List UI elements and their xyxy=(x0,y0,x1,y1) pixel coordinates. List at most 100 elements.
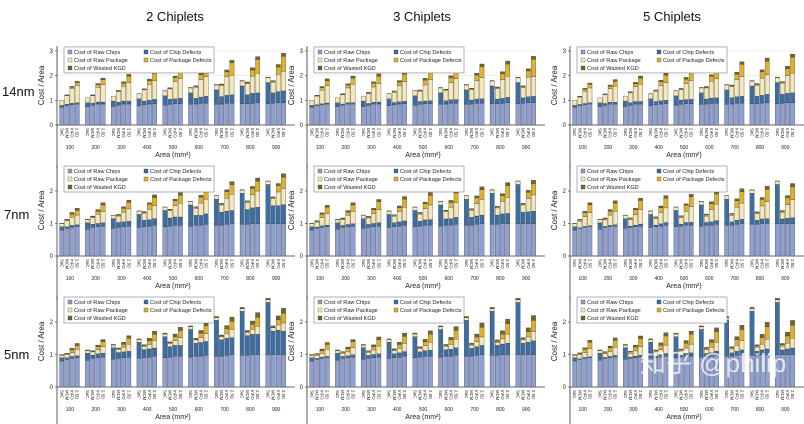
bar-segment-cost-of-raw-chips xyxy=(309,107,315,126)
bar-segment-cost-of-chip-defects xyxy=(673,210,679,227)
bar-segment-cost-of-raw-chips xyxy=(704,224,709,257)
bar-segment-cost-of-raw-package xyxy=(319,217,325,226)
bar-segment-cost-of-raw-package xyxy=(167,343,173,347)
bar-segment-cost-of-raw-package xyxy=(265,77,271,83)
bar-label: MCM xyxy=(653,128,658,139)
bar-segment-cost-of-raw-chips xyxy=(520,223,526,257)
bar-segment-cost-of-wasted-kgd xyxy=(141,211,147,213)
bar-segment-cost-of-chip-defects xyxy=(141,220,147,227)
bar-segment-cost-of-raw-package xyxy=(489,189,495,194)
bar-segment-cost-of-wasted-kgd xyxy=(95,209,101,212)
bar-segment-cost-of-chip-defects xyxy=(464,89,469,105)
bar-segment-cost-of-raw-chips xyxy=(633,357,638,388)
bar-segment-cost-of-chip-defects xyxy=(167,346,173,358)
bar-label: InFO xyxy=(474,128,479,138)
bar-segment-cost-of-raw-chips xyxy=(345,226,351,257)
bar-label: SoC xyxy=(648,259,653,267)
bar-segment-cost-of-chip-defects xyxy=(709,221,714,226)
bar-segment-cost-of-chip-defects xyxy=(172,216,178,226)
bar-segment-cost-of-package-defects xyxy=(74,210,80,216)
bar-segment-cost-of-chip-defects xyxy=(633,355,638,358)
bar-segment-cost-of-raw-chips xyxy=(178,224,183,257)
bar-segment-cost-of-chip-defects xyxy=(448,99,454,104)
y-tick-label: 2 xyxy=(563,74,567,80)
bar-label: SoC xyxy=(59,128,64,136)
bar-segment-cost-of-chip-defects xyxy=(386,341,392,359)
bar-segment-cost-of-raw-chips xyxy=(141,357,147,388)
bar-segment-cost-of-raw-chips xyxy=(314,105,320,126)
bar-segment-cost-of-wasted-kgd xyxy=(74,343,80,346)
bar-label: InFO xyxy=(276,128,281,138)
bar-segment-cost-of-chip-defects xyxy=(628,225,633,228)
bar-segment-cost-of-wasted-kgd xyxy=(198,195,204,198)
bar-segment-cost-of-raw-chips xyxy=(525,102,531,126)
bar-segment-cost-of-package-defects xyxy=(739,329,745,342)
y-tick-label: 1 xyxy=(50,353,54,359)
bar-label: MCM xyxy=(116,259,121,270)
bar-segment-cost-of-chip-defects xyxy=(412,95,418,106)
bar-segment-cost-of-raw-chips xyxy=(597,106,603,126)
bar-segment-cost-of-wasted-kgd xyxy=(582,210,588,213)
bar-segment-cost-of-raw-chips xyxy=(505,223,511,257)
bar-segment-cost-of-package-defects xyxy=(764,60,770,75)
bar-segment-cost-of-raw-package xyxy=(597,219,603,224)
bar-label: SoC xyxy=(438,128,443,136)
bar-segment-cost-of-raw-package xyxy=(443,90,449,101)
bar-segment-cost-of-package-defects xyxy=(95,346,101,351)
bar-segment-cost-of-package-defects xyxy=(734,73,740,80)
bar-label: InFO xyxy=(684,259,689,269)
bar-segment-cost-of-wasted-kgd xyxy=(229,181,235,185)
bar-segment-cost-of-raw-chips xyxy=(167,225,173,257)
bar-segment-cost-of-chip-defects xyxy=(602,103,608,106)
bar-label: InFO xyxy=(224,390,229,400)
bar-label: SoC xyxy=(598,390,603,398)
x-axis-label: Area (mm²) xyxy=(666,283,701,290)
bar-segment-cost-of-chip-defects xyxy=(688,222,694,226)
bar-segment-cost-of-raw-package xyxy=(775,181,780,185)
bar-segment-cost-of-raw-chips xyxy=(245,103,250,126)
bar-segment-cost-of-wasted-kgd xyxy=(582,88,588,90)
bar-segment-cost-of-chip-defects xyxy=(350,102,356,105)
bar-segment-cost-of-raw-package xyxy=(340,353,346,357)
bar-segment-cost-of-raw-package xyxy=(324,213,330,226)
bar-segment-cost-of-raw-package xyxy=(500,338,505,345)
bar-segment-cost-of-chip-defects xyxy=(638,101,643,105)
bar-segment-cost-of-chip-defects xyxy=(790,217,795,224)
bar-segment-cost-of-chip-defects xyxy=(59,226,65,231)
bar-segment-cost-of-wasted-kgd xyxy=(193,206,199,208)
bar-segment-cost-of-wasted-kgd xyxy=(152,330,157,335)
bar-segment-cost-of-raw-package xyxy=(90,95,96,104)
bar-segment-cost-of-wasted-kgd xyxy=(607,209,613,212)
bar-segment-cost-of-chip-defects xyxy=(515,184,521,224)
bar-label: InFO xyxy=(785,259,790,269)
bar-segment-cost-of-package-defects xyxy=(500,195,505,202)
x-category-label: 500 xyxy=(169,407,178,413)
bar-segment-cost-of-wasted-kgd xyxy=(709,339,714,343)
bar-segment-cost-of-raw-chips xyxy=(607,226,613,257)
bar-label: 2.5D xyxy=(790,259,795,268)
bar-segment-cost-of-raw-chips xyxy=(775,103,780,126)
bar-segment-cost-of-raw-package xyxy=(729,86,735,98)
bar-segment-cost-of-chip-defects xyxy=(489,193,495,225)
bar-label: SoC xyxy=(240,259,245,267)
bar-segment-cost-of-wasted-kgd xyxy=(281,53,286,57)
bar-segment-cost-of-raw-package xyxy=(100,84,106,103)
bar-label: SoC xyxy=(674,390,679,398)
bar-label: MCM xyxy=(653,390,658,401)
bar-label: SoC xyxy=(623,128,628,136)
bar-segment-cost-of-raw-chips xyxy=(360,228,366,257)
x-category-label: 800 xyxy=(756,145,765,151)
bar-segment-cost-of-chip-defects xyxy=(724,89,729,105)
bar-segment-cost-of-package-defects xyxy=(250,188,255,196)
bar-segment-cost-of-raw-package xyxy=(147,84,152,101)
bar-segment-cost-of-chip-defects xyxy=(239,85,245,104)
bar-label: MCM xyxy=(729,128,734,139)
bar-segment-cost-of-chip-defects xyxy=(110,218,116,229)
bar-segment-cost-of-chip-defects xyxy=(628,102,633,106)
legend-entry: Cost of Raw Package xyxy=(74,58,128,64)
bar-label: InFO xyxy=(500,390,505,400)
bar-segment-cost-of-raw-chips xyxy=(790,102,795,126)
bar-label: MCM xyxy=(495,390,500,401)
bar-label: MCM xyxy=(142,259,147,270)
bar-segment-cost-of-chip-defects xyxy=(95,353,101,358)
